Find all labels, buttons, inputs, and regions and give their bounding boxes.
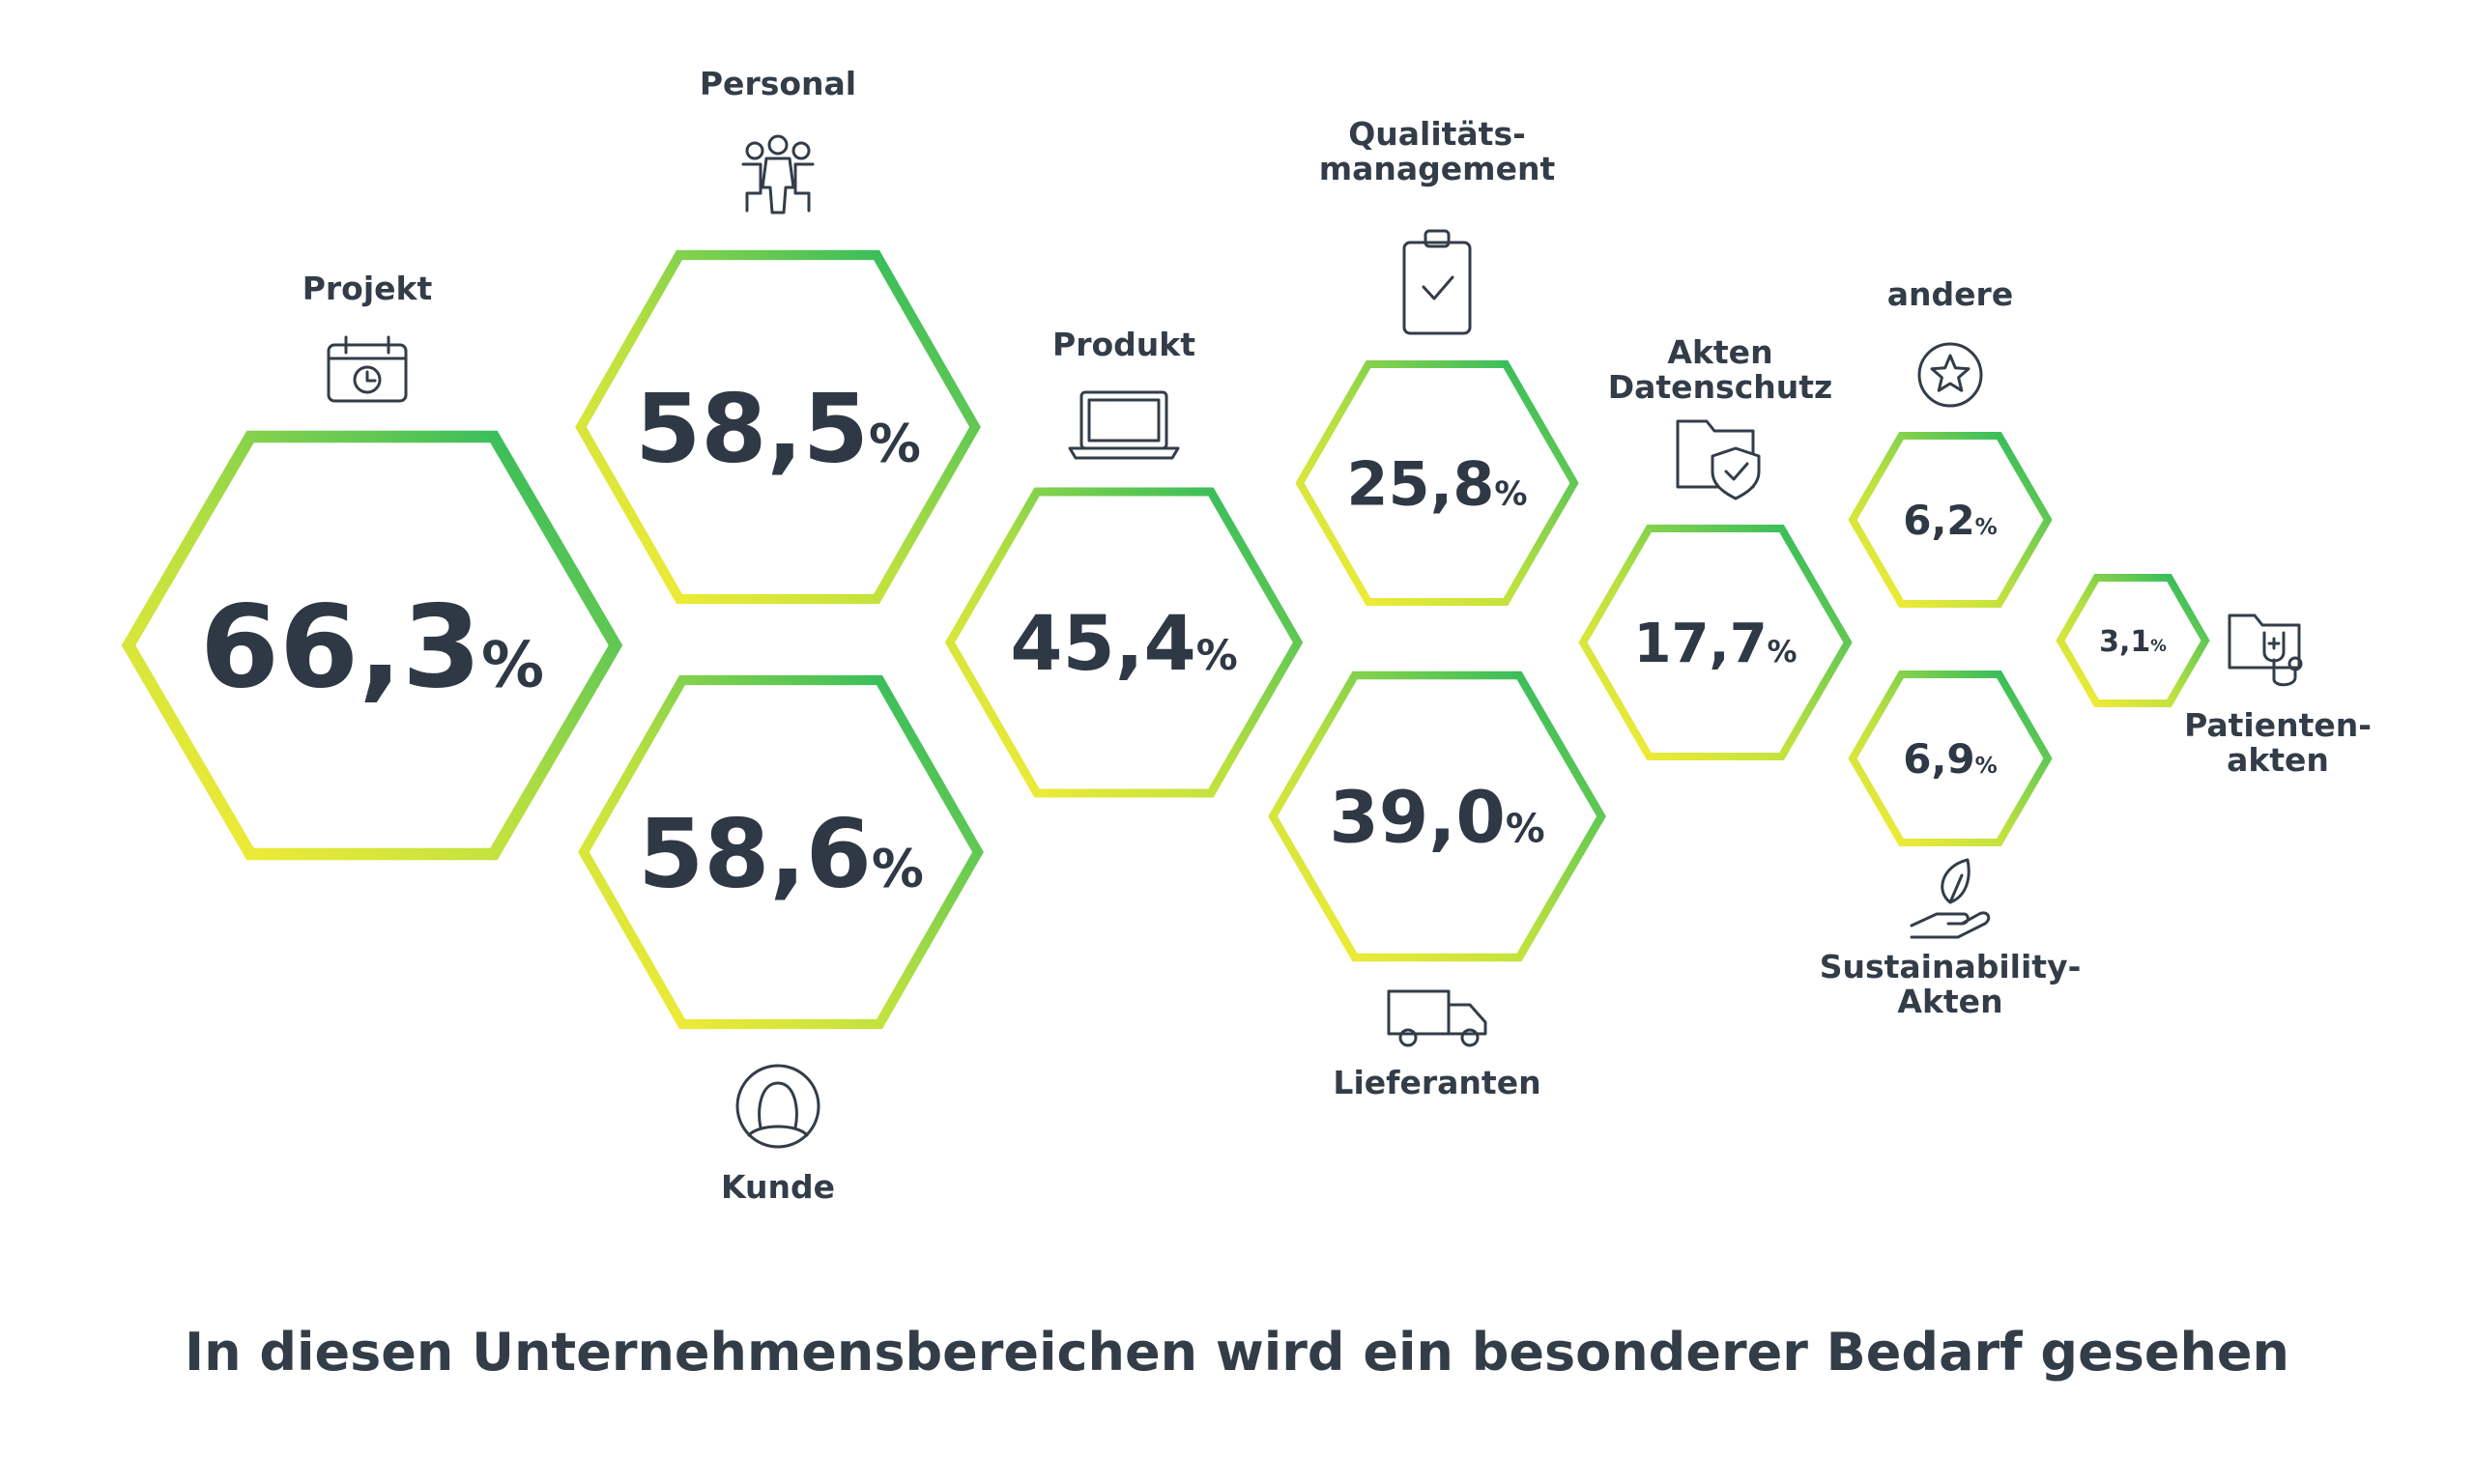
category-label: Akten <box>1667 333 1772 371</box>
laptop-icon <box>1068 390 1180 460</box>
value-label: 58,6% <box>638 799 924 909</box>
value-label: 6,9% <box>1903 735 1998 783</box>
category-label: Personal <box>700 65 856 102</box>
value-label: 58,5% <box>635 374 921 484</box>
clipboard-check-icon <box>1402 229 1472 335</box>
category-label: Qualitäts- <box>1348 115 1526 153</box>
value-label: 3,1% <box>2099 625 2167 659</box>
hexagon-aktendatenschutz <box>1578 525 1853 760</box>
value-label: 66,3% <box>200 580 544 713</box>
hexagon-qualitätsmanagement <box>1295 360 1579 606</box>
people-group-icon <box>741 134 815 214</box>
hexagon-lieferanten <box>1268 671 1606 962</box>
hexagon-personal <box>575 249 981 605</box>
customer-avatar-icon <box>735 1064 820 1149</box>
category-label: Akten <box>1897 983 2002 1020</box>
category-label: Kunde <box>721 1168 835 1206</box>
category-label: andere <box>1887 275 2013 313</box>
value-label: 39,0% <box>1329 777 1544 860</box>
hexagon-sustainabilityakten <box>1848 671 2053 846</box>
category-label: Produkt <box>1052 326 1195 363</box>
value-label: 45,4% <box>1010 601 1237 688</box>
hexagon-projekt <box>121 430 623 861</box>
calendar-clock-icon <box>327 335 408 403</box>
hand-leaf-icon <box>1910 858 1991 939</box>
category-label: Sustainability- <box>1820 948 2082 985</box>
category-label: Lieferanten <box>1333 1064 1540 1101</box>
truck-icon <box>1387 989 1487 1047</box>
category-label: Projekt <box>302 270 433 307</box>
folder-stethoscope-icon <box>2228 614 2303 687</box>
category-label: Datenschutz <box>1608 368 1832 406</box>
hexagon-patientenakten <box>2056 574 2210 707</box>
value-label: 25,8% <box>1346 448 1527 519</box>
star-circle-icon <box>1917 342 1983 408</box>
category-label: Patienten- <box>2184 706 2372 744</box>
chart-title: In diesen Unternehmensbereichen wird ein… <box>185 1322 2289 1383</box>
hexagon-andere <box>1848 432 2053 608</box>
category-label: akten <box>2227 741 2329 779</box>
value-label: 6,2% <box>1903 497 1998 544</box>
category-label: management <box>1319 150 1556 187</box>
folder-shield-icon <box>1676 419 1761 500</box>
value-label: 17,7% <box>1633 613 1797 675</box>
hexagon-kunde <box>578 674 984 1030</box>
hexagon-produkt <box>944 487 1304 798</box>
